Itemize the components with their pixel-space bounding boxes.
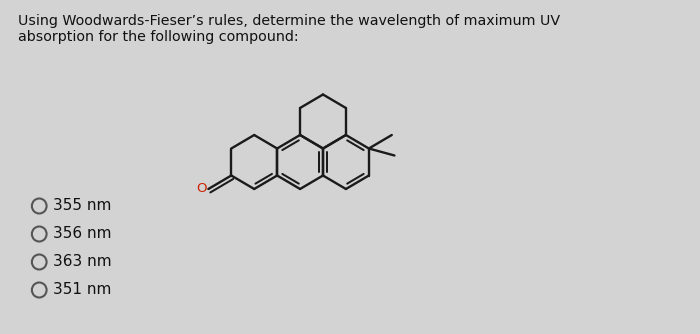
Text: 363 nm: 363 nm	[53, 255, 111, 270]
Text: 355 nm: 355 nm	[53, 198, 111, 213]
Text: 351 nm: 351 nm	[53, 283, 111, 298]
Text: O: O	[196, 181, 206, 194]
Text: absorption for the following compound:: absorption for the following compound:	[18, 30, 298, 44]
Text: Using Woodwards-Fieser’s rules, determine the wavelength of maximum UV: Using Woodwards-Fieser’s rules, determin…	[18, 14, 560, 28]
Text: 356 nm: 356 nm	[53, 226, 111, 241]
